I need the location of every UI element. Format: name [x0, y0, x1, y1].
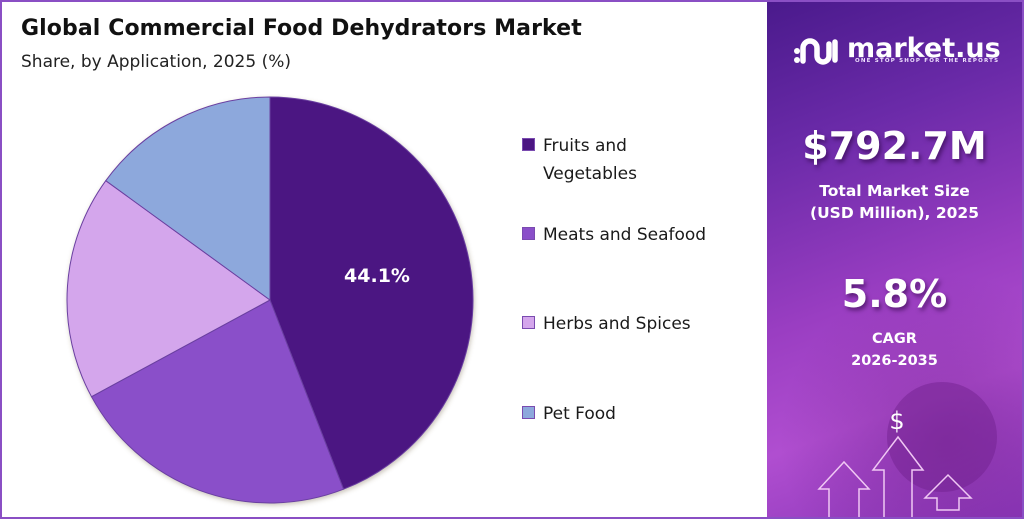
- cagr-label-line2: 2026-2035: [851, 353, 938, 369]
- legend-label: Fruits and Vegetables: [543, 136, 637, 184]
- dollar-icon: $: [889, 407, 904, 435]
- legend-swatch-icon: [522, 227, 535, 240]
- cagr-label-line1: CAGR: [872, 331, 917, 347]
- summary-panel: market.us ONE STOP SHOP FOR THE REPORTS …: [767, 2, 1022, 517]
- legend-item-pet-food: Pet Food: [522, 400, 773, 428]
- legend-label: Herbs and Spices: [543, 314, 691, 334]
- legend-item-fruits-and-vegetables: Fruits and Vegetables: [522, 132, 663, 188]
- market-size-label-line1: Total Market Size: [819, 182, 970, 200]
- pie-slice-herbs-and-spices: [66, 179, 271, 398]
- slice-label-fruits-and-vegetables: 44.1%: [344, 265, 410, 287]
- brand-logo: market.us: [793, 30, 1001, 68]
- chart-title: Global Commercial Food Dehydrators Marke…: [21, 16, 582, 41]
- market-size-value: $792.7M: [802, 124, 987, 168]
- market-size-label-line2: (USD Million), 2025: [810, 204, 979, 222]
- chart-subtitle: Share, by Application, 2025 (%): [21, 52, 291, 72]
- legend-item-meats-and-seafood: Meats and Seafood: [522, 221, 773, 249]
- cagr-value: 5.8%: [841, 272, 948, 316]
- chart-panel: Global Commercial Food Dehydrators Marke…: [2, 2, 767, 517]
- pie-chart: [66, 96, 474, 504]
- brand-name: market.us: [847, 33, 1001, 64]
- legend-swatch-icon: [522, 406, 535, 419]
- legend-swatch-icon: [522, 316, 535, 329]
- market-us-logo-icon: [794, 38, 838, 65]
- market-size-label: Total Market Size (USD Million), 2025: [767, 180, 1022, 224]
- pie-slice-fruits-and-vegetables: [269, 96, 474, 490]
- growth-arrows-icon: $: [817, 407, 973, 517]
- cagr-label: CAGR 2026-2035: [767, 328, 1022, 372]
- pie-slice-pet-food: [105, 96, 271, 301]
- legend-label: Pet Food: [543, 404, 616, 424]
- brand-tagline: ONE STOP SHOP FOR THE REPORTS: [855, 58, 1000, 64]
- pie-slice-meats-and-seafood: [90, 299, 345, 504]
- legend-swatch-icon: [522, 138, 535, 151]
- legend-item-herbs-and-spices: Herbs and Spices: [522, 310, 773, 338]
- legend-label: Meats and Seafood: [543, 225, 707, 245]
